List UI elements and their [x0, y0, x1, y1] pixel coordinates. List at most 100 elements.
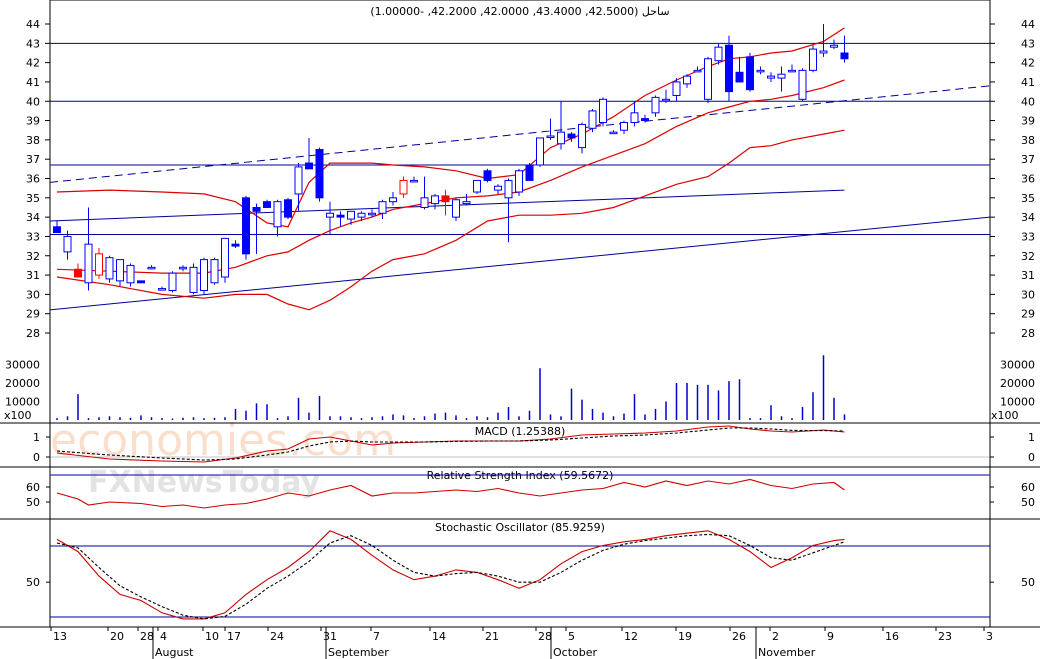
day-tick-label: 31	[323, 630, 337, 643]
candle	[588, 108, 597, 133]
candle	[473, 179, 481, 194]
volume-tick-label-right: 10000	[1000, 396, 1035, 409]
candle	[599, 97, 607, 127]
candle-body	[95, 253, 103, 276]
candle	[672, 78, 681, 102]
candle-body	[357, 212, 366, 218]
day-tick-label: 17	[227, 630, 241, 643]
price-tick-label-right: 41	[1021, 76, 1035, 89]
candle	[357, 211, 366, 221]
candle	[494, 184, 502, 194]
candle-body	[441, 195, 450, 203]
day-tick-label: 23	[938, 630, 952, 643]
candle-body	[336, 214, 345, 218]
candle	[74, 263, 82, 278]
indicator-tick-label-left: 60	[26, 481, 40, 494]
candle-body	[483, 170, 492, 181]
price-tick-label-left: 28	[26, 327, 40, 340]
candle-body	[105, 257, 114, 280]
indicator-tick-label-right: 60	[1021, 481, 1035, 494]
candle	[347, 210, 355, 225]
bollinger-lower	[56, 129, 845, 311]
candle-body	[672, 81, 681, 96]
trendline	[49, 85, 991, 183]
indicator-tick-label-left: 50	[26, 496, 40, 509]
candle-body	[662, 98, 670, 102]
candle-body	[147, 266, 156, 270]
candle-body	[116, 259, 124, 282]
indicator-tick-label-right: 0	[1028, 451, 1035, 464]
candle	[683, 74, 691, 88]
candle-body	[557, 131, 565, 145]
candle	[756, 66, 765, 75]
price-tick-label-right: 35	[1021, 192, 1035, 205]
candle-body	[410, 179, 418, 183]
candle-body	[263, 201, 271, 208]
candle	[525, 163, 534, 181]
candle	[189, 263, 198, 295]
candle	[53, 220, 61, 234]
candle	[620, 120, 628, 135]
volume-tick-label-left: 20000	[5, 377, 40, 390]
candle-body	[305, 162, 313, 170]
candle	[546, 118, 555, 140]
price-tick-label-left: 43	[26, 37, 40, 50]
candle	[767, 72, 775, 82]
price-tick-label-left: 31	[26, 269, 40, 282]
candle-body	[53, 226, 61, 234]
volume-tick-label-left: 10000	[5, 396, 40, 409]
price-tick-label-right: 30	[1021, 288, 1035, 301]
price-tick-label-right: 38	[1021, 134, 1035, 147]
indicator-title: MACD (1.25388)	[475, 425, 566, 438]
candle	[725, 35, 733, 102]
candle-body	[609, 131, 618, 135]
candle-body	[221, 237, 229, 278]
candle-body	[525, 164, 534, 181]
candle	[389, 192, 397, 206]
candle-body	[252, 206, 261, 212]
candle-body	[63, 235, 72, 253]
price-tick-label-right: 39	[1021, 115, 1035, 128]
volume-tick-label-right: 30000	[1000, 359, 1035, 372]
month-label: October	[553, 646, 597, 659]
candle	[830, 39, 838, 50]
indicator-tick-label-right: 50	[1021, 496, 1035, 509]
price-tick-label-right: 34	[1021, 211, 1035, 224]
candle	[336, 211, 345, 227]
candle-body	[452, 199, 460, 218]
price-tick-label-left: 32	[26, 250, 40, 263]
candle	[788, 64, 796, 73]
candle-body	[231, 243, 240, 247]
candle	[231, 240, 240, 249]
volume-bars	[56, 355, 846, 420]
candle-body	[756, 69, 765, 73]
day-tick-label: 26	[732, 630, 746, 643]
candle	[200, 257, 208, 295]
price-title: ساحل (42.5000, 43.4000, 42.0000, 42.2000…	[370, 5, 669, 18]
candle-body	[809, 48, 817, 71]
candle	[399, 176, 408, 198]
price-tick-label-right: 42	[1021, 57, 1035, 70]
candle	[368, 209, 376, 218]
candle-body	[630, 112, 639, 123]
month-label: November	[758, 646, 816, 659]
candle-body	[683, 75, 691, 85]
candle-body	[641, 118, 649, 122]
price-tick-label-left: 36	[26, 173, 40, 186]
day-tick-label: 19	[678, 630, 692, 643]
price-tick-label-left: 38	[26, 134, 40, 147]
indicator-series-0	[56, 530, 845, 620]
price-tick-label-left: 40	[26, 95, 40, 108]
candle	[95, 248, 103, 279]
candle-body	[840, 52, 849, 60]
price-tick-label-right: 31	[1021, 269, 1035, 282]
price-tick-label-left: 41	[26, 76, 40, 89]
trendlines	[49, 85, 991, 311]
candle-body	[389, 197, 397, 203]
price-tick-label-left: 42	[26, 57, 40, 70]
candle	[515, 168, 523, 196]
candle-body	[830, 44, 838, 48]
candle	[221, 237, 229, 283]
